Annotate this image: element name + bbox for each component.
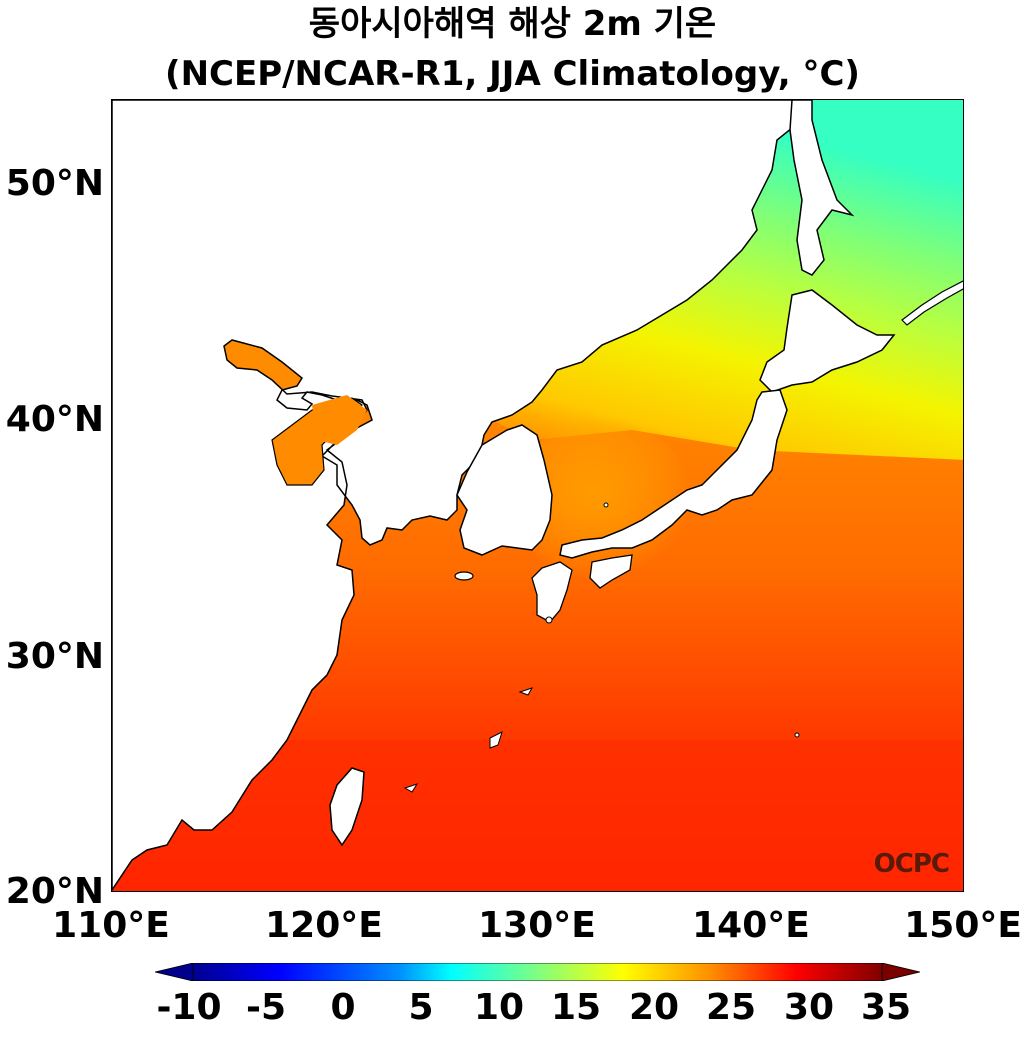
colorbar-extend-low bbox=[155, 963, 194, 981]
ryukyu-island-2 bbox=[489, 731, 503, 749]
colorbar-label: 5 bbox=[408, 987, 434, 1028]
ryukyu-island-1 bbox=[518, 687, 534, 696]
colorbar-label: 0 bbox=[330, 987, 356, 1028]
ulleung-island bbox=[603, 502, 609, 508]
honshu bbox=[559, 389, 788, 559]
map-title: 동아시아해역 해상 2m 기온 bbox=[308, 4, 717, 44]
jeju-island bbox=[454, 571, 474, 581]
lon-label-140: 140°E bbox=[692, 905, 810, 946]
lat-label-40: 40°N bbox=[5, 399, 104, 440]
lon-label-150: 150°E bbox=[904, 905, 1022, 946]
ryukyu-island-3 bbox=[403, 783, 419, 793]
colorbar-label: 30 bbox=[783, 987, 835, 1028]
kuril-islands bbox=[901, 280, 963, 326]
small-island bbox=[545, 616, 553, 624]
kyushu bbox=[531, 561, 573, 623]
sakhalin bbox=[789, 100, 855, 276]
shikoku bbox=[589, 554, 633, 589]
lon-label-120: 120°E bbox=[265, 905, 383, 946]
colorbar-label: 20 bbox=[628, 987, 680, 1028]
colorbar bbox=[155, 963, 920, 981]
bohai-sea-north bbox=[312, 395, 367, 445]
lat-label-30: 30°N bbox=[5, 636, 104, 677]
colorbar-label: 35 bbox=[860, 987, 912, 1028]
temperature-map: OCPC bbox=[111, 99, 964, 892]
lon-label-110: 110°E bbox=[52, 905, 170, 946]
hokkaido bbox=[759, 289, 896, 393]
colorbar-label: -5 bbox=[246, 987, 286, 1028]
ocpc-watermark: OCPC bbox=[873, 849, 950, 879]
lat-label-20: 20°N bbox=[5, 871, 104, 912]
cool-field-northeast bbox=[472, 100, 963, 460]
lat-label-50: 50°N bbox=[5, 163, 104, 204]
map-canvas bbox=[112, 100, 963, 891]
colorbar-label: 15 bbox=[550, 987, 602, 1028]
korean-peninsula bbox=[456, 424, 553, 556]
colorbar-gradient bbox=[192, 963, 883, 981]
lon-label-130: 130°E bbox=[478, 905, 596, 946]
colorbar-label: 25 bbox=[705, 987, 757, 1028]
colorbar-label: 10 bbox=[473, 987, 525, 1028]
small-island-east bbox=[794, 732, 800, 738]
colorbar-extend-high bbox=[881, 963, 920, 981]
taiwan bbox=[329, 767, 365, 847]
map-subtitle: (NCEP/NCAR-R1, JJA Climatology, °C) bbox=[165, 54, 860, 94]
colorbar-label: -10 bbox=[156, 987, 222, 1028]
